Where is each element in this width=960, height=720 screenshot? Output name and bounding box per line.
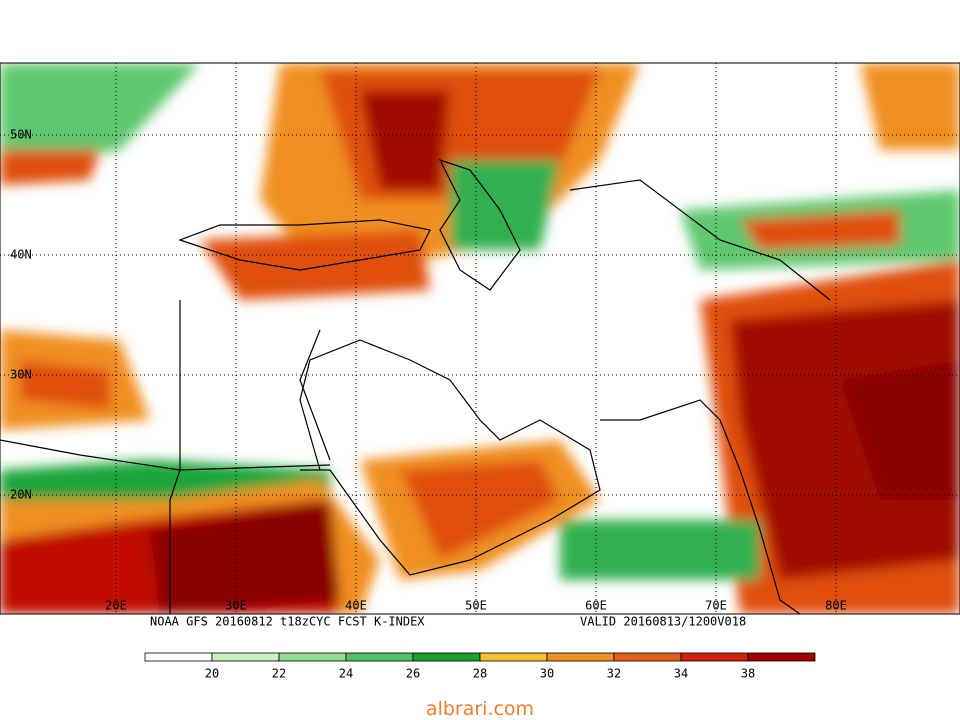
colorbar-label: 20	[205, 667, 219, 681]
colorbar-swatch	[747, 652, 816, 662]
longitude-label: 80E	[825, 599, 847, 613]
colorbar-label: 38	[741, 667, 755, 681]
map-frame	[0, 62, 960, 615]
latitude-label: 20N	[10, 488, 32, 502]
watermark: albrari.com	[425, 698, 535, 720]
caption-left: NOAA GFS 20160812 t18zCYC FCST K-INDEX	[150, 615, 425, 629]
colorbar: 20 22 24 26 28 30 32 34 38	[144, 652, 816, 681]
longitude-label: 60E	[585, 599, 607, 613]
k-index-field	[0, 63, 960, 614]
colorbar-swatch	[613, 652, 682, 662]
latitude-label: 30N	[10, 368, 32, 382]
colorbar-swatch	[479, 652, 548, 662]
colorbar-swatch	[144, 652, 213, 662]
colorbar-swatch	[211, 652, 280, 662]
longitude-label: 20E	[105, 599, 127, 613]
colorbar-label: 30	[540, 667, 554, 681]
colorbar-swatch	[412, 652, 481, 662]
latitude-label: 40N	[10, 248, 32, 262]
coastlines	[0, 158, 831, 615]
map: 50N 40N 30N 20N 20E 30E 40E 50E 60E 70E 80E NOAA G…	[0, 62, 960, 681]
colorbar-swatch	[345, 652, 414, 662]
colorbar-label: 28	[473, 667, 487, 681]
colorbar-label: 24	[339, 667, 353, 681]
colorbar-swatch	[278, 652, 347, 662]
colorbar-label: 22	[272, 667, 286, 681]
longitude-label: 50E	[465, 599, 487, 613]
longitude-label: 30E	[225, 599, 247, 613]
caption-right: VALID 20160813/1200V018	[580, 615, 746, 629]
colorbar-swatch	[680, 652, 749, 662]
colorbar-label: 32	[607, 667, 621, 681]
longitude-label: 70E	[705, 599, 727, 613]
latitude-label: 50N	[10, 128, 32, 142]
colorbar-label: 34	[674, 667, 688, 681]
colorbar-swatch	[546, 652, 615, 662]
longitude-label: 40E	[345, 599, 367, 613]
graticule: 50N 40N 30N 20N 20E 30E 40E 50E 60E 70E 80E	[0, 63, 960, 614]
colorbar-label: 26	[406, 667, 420, 681]
